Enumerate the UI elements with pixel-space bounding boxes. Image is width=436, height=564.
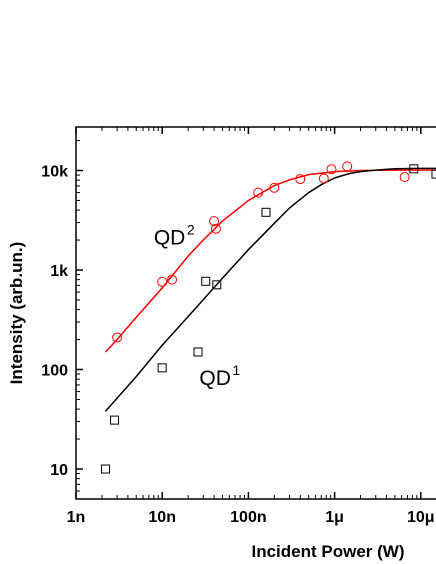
data-point-circle [269,182,280,193]
data-point-circle [210,223,221,234]
data-point-circle [326,164,337,175]
data-point-circle [399,172,410,183]
data-point-square [201,276,211,286]
x-tick-label: 100n [230,509,266,526]
annotation-label-2: QD [199,367,231,390]
data-point-circle [157,276,168,287]
fit-curve-2 [104,167,436,412]
x-tick-label: 1n [67,509,86,526]
data-point-square [101,464,111,474]
y-tick-label: 10 [50,462,68,479]
fit-curves [104,167,436,412]
annotation-label-1: QD [154,227,186,250]
data-point-square [212,280,222,290]
y-axis-title: Intensity (arb.un.) [7,242,26,385]
data-point-circle [167,274,178,285]
data-point-circle [318,173,329,184]
data-point-circle [209,216,220,227]
axis-ticks [75,127,422,500]
data-markers [101,161,436,474]
data-point-square [110,415,120,425]
data-point-circle [342,161,353,172]
data-point-square [157,363,167,373]
y-tick-label: 10k [41,164,68,181]
data-point-square [193,347,203,357]
fit-curve-1 [104,169,436,353]
plot-frame [75,126,436,500]
annotation-superscript-2: 1 [232,362,240,378]
x-tick-label: 1μ [325,509,344,526]
annotations: QD 2QD 1 [154,222,241,390]
data-point-circle [253,187,264,198]
data-point-circle [112,332,123,343]
x-axis-title: Incident Power (W) [252,542,405,561]
data-point-square [431,169,436,179]
y-tick-label: 100 [41,363,68,380]
data-point-square [409,164,419,174]
x-tick-label: 10μ [407,509,435,526]
y-tick-label: 1k [50,263,68,280]
data-point-circle [295,174,306,185]
axis-tick-labels: 1n 10n 100n 1μ 10μ 10 100 1k 10k [41,164,434,527]
x-tick-label: 10n [148,509,176,526]
annotation-superscript-1: 2 [187,222,195,238]
data-point-square [261,207,271,217]
